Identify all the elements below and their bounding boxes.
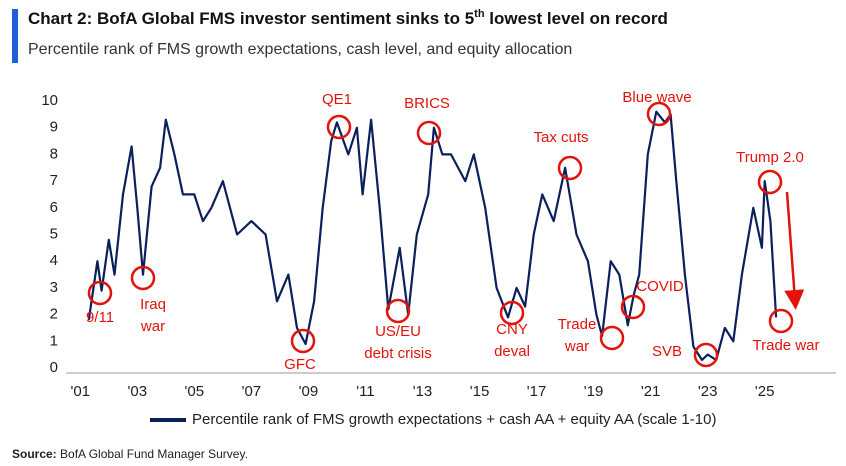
- annotation: Trump 2.0: [736, 149, 804, 166]
- annotation: deval: [494, 343, 530, 360]
- annotation: war: [564, 338, 589, 355]
- annotation: BRICS: [404, 95, 450, 112]
- annotation-circle: [557, 155, 583, 181]
- annotation: QE1: [322, 91, 352, 108]
- x-tick-label: '11: [356, 383, 374, 400]
- annotation: Trade war: [753, 337, 820, 354]
- annotation-circle: [290, 328, 316, 354]
- annotation-circle: [693, 342, 719, 368]
- annotation-circle: [768, 308, 794, 334]
- y-tick-label: 7: [50, 172, 58, 189]
- y-tick-label: 10: [41, 92, 58, 109]
- annotation-circle: [757, 169, 783, 195]
- x-tick-label: '13: [413, 383, 433, 400]
- y-tick-label: 4: [50, 252, 58, 269]
- annotation-circle: [620, 294, 646, 320]
- x-tick-label: '15: [470, 383, 490, 400]
- chart-title: Chart 2: BofA Global FMS investor sentim…: [28, 8, 668, 29]
- title-part: lowest level on record: [485, 9, 668, 28]
- y-tick-label: 9: [50, 119, 58, 136]
- y-tick-label: 1: [50, 332, 58, 349]
- source-text: BofA Global Fund Manager Survey.: [60, 447, 248, 461]
- annotation: SVB: [652, 343, 682, 360]
- annotation: Iraq: [140, 296, 166, 313]
- title-accent: [12, 9, 18, 63]
- annotation-circle: [646, 101, 672, 127]
- annotation-circle: [385, 298, 411, 324]
- annotation-circle: [499, 300, 525, 326]
- legend-label: Percentile rank of FMS growth expectatio…: [192, 411, 716, 428]
- annotation-circle: [87, 280, 113, 306]
- arrow: [784, 191, 805, 310]
- annotation: war: [140, 318, 165, 335]
- chart-subtitle: Percentile rank of FMS growth expectatio…: [28, 41, 572, 58]
- y-tick-label: 8: [50, 145, 58, 162]
- title-sup: th: [474, 8, 485, 20]
- annotation: Trade: [558, 316, 597, 333]
- annotation-circle: [326, 114, 352, 140]
- y-tick-label: 2: [50, 306, 58, 323]
- y-tick-label: 3: [50, 279, 58, 296]
- x-tick-label: '05: [185, 383, 205, 400]
- annotation: Blue wave: [622, 89, 691, 106]
- x-tick-label: '03: [128, 383, 148, 400]
- annotation: US/EU: [375, 323, 421, 340]
- x-tick-label: '07: [242, 383, 262, 400]
- annotation: Tax cuts: [533, 129, 588, 146]
- y-tick-label: 0: [50, 359, 58, 376]
- source-label: Source:: [12, 447, 57, 461]
- annotation: 9/11: [86, 309, 114, 326]
- x-tick-label: '17: [527, 383, 547, 400]
- annotation: GFC: [284, 356, 316, 373]
- x-tick-label: '19: [584, 383, 604, 400]
- x-tick-label: '21: [641, 383, 661, 400]
- annotation-circle: [130, 265, 156, 291]
- x-tick-label: '25: [755, 383, 775, 400]
- title-part: Chart 2: BofA Global FMS investor sentim…: [28, 9, 474, 28]
- annotation: debt crisis: [364, 345, 432, 362]
- y-tick-label: 5: [50, 225, 58, 242]
- series-line: [87, 110, 778, 362]
- annotation-circle: [416, 120, 442, 146]
- x-tick-label: '01: [70, 383, 90, 400]
- source: Source: BofA Global Fund Manager Survey.: [12, 447, 248, 461]
- y-tick-label: 6: [50, 199, 58, 216]
- x-tick-label: '23: [698, 383, 718, 400]
- x-tick-label: '09: [299, 383, 319, 400]
- annotation: CNY: [496, 321, 528, 338]
- annotation-circle: [599, 325, 625, 351]
- annotation: COVID: [636, 278, 684, 295]
